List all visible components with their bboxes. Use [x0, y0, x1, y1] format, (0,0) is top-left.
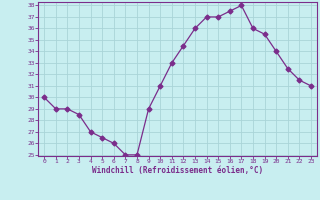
X-axis label: Windchill (Refroidissement éolien,°C): Windchill (Refroidissement éolien,°C) [92, 166, 263, 175]
